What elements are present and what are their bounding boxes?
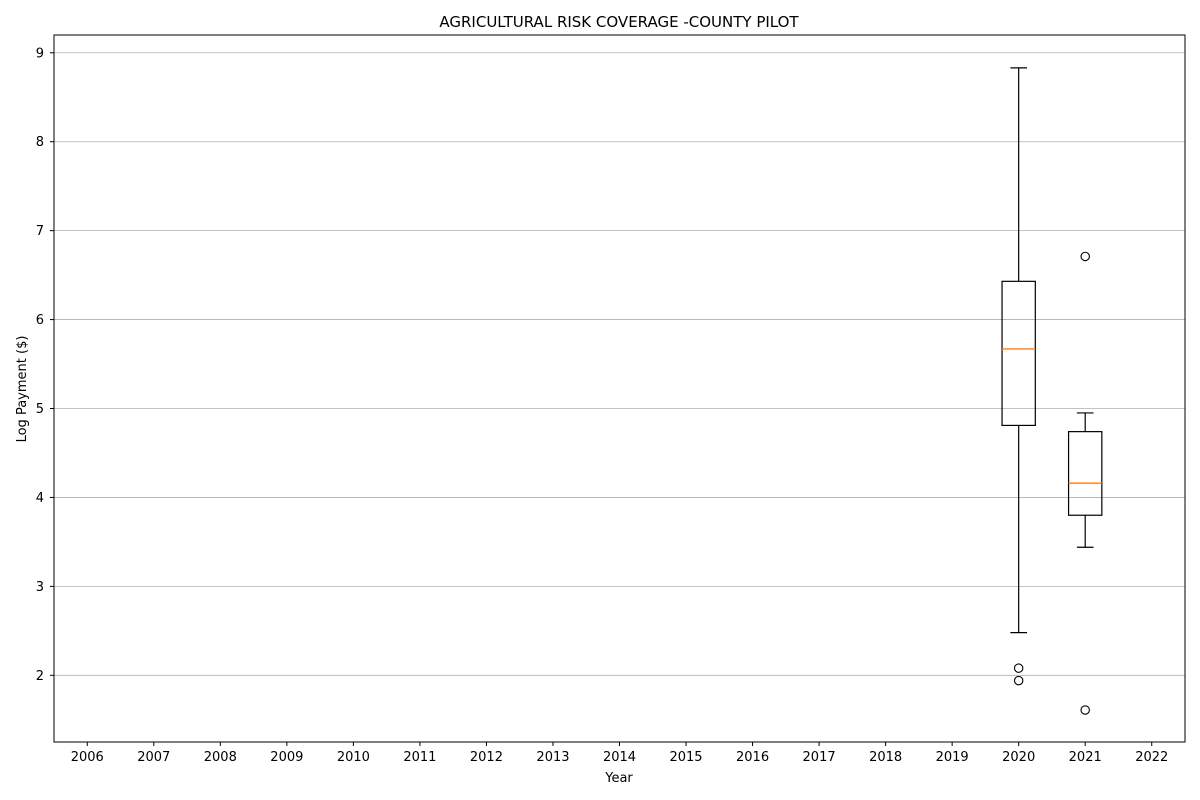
x-tick-label: 2017	[803, 750, 836, 765]
box-2021	[1067, 251, 1103, 715]
y-tick-label: 3	[36, 580, 44, 595]
x-tick-label: 2006	[71, 750, 104, 765]
x-tick-label: 2010	[337, 750, 370, 765]
y-tick-label: 5	[36, 402, 44, 417]
outlier-point	[1013, 675, 1024, 686]
grid-lines	[54, 52, 1185, 676]
y-tick-label: 7	[36, 224, 44, 239]
x-tick-label: 2014	[603, 750, 636, 765]
box-2020	[1001, 67, 1036, 686]
y-tick-label: 9	[36, 46, 44, 61]
y-tick-label: 2	[36, 669, 44, 684]
outlier-point	[1013, 663, 1024, 673]
x-tick-label: 2018	[869, 750, 902, 765]
x-tick-label: 2022	[1135, 750, 1168, 765]
x-tick-label: 2016	[736, 750, 769, 765]
x-tick-label: 2013	[536, 750, 569, 765]
y-axis-title: Log Payment ($)	[15, 336, 30, 443]
y-tick-label: 6	[36, 313, 44, 328]
outlier-point	[1080, 251, 1090, 262]
x-tick-label: 2011	[403, 750, 436, 765]
box-series	[1001, 67, 1103, 715]
x-tick-label: 2019	[936, 750, 969, 765]
chart-title: AGRICULTURAL RISK COVERAGE -COUNTY PILOT	[439, 13, 799, 31]
x-tick-label: 2012	[470, 750, 503, 765]
x-tick-label: 2008	[204, 750, 237, 765]
iqr-box	[1067, 431, 1103, 516]
x-axis-ticks: 2006 2007 2008 2009 2010 2011 2012 2013 2014 2015…	[71, 742, 1168, 765]
plot-area-frame	[53, 34, 1186, 743]
x-tick-label: 2009	[270, 750, 303, 765]
y-tick-label: 4	[36, 491, 44, 506]
x-tick-label: 2007	[137, 750, 170, 765]
iqr-box	[1001, 280, 1036, 427]
x-tick-label: 2015	[669, 750, 702, 765]
x-axis-title: Year	[604, 771, 633, 786]
x-tick-label: 2021	[1069, 750, 1102, 765]
y-tick-label: 8	[36, 135, 44, 150]
y-axis-ticks: 2 3 4 5 6 7 8 9	[36, 46, 54, 684]
outlier-point	[1080, 705, 1090, 715]
x-tick-label: 2020	[1002, 750, 1035, 765]
